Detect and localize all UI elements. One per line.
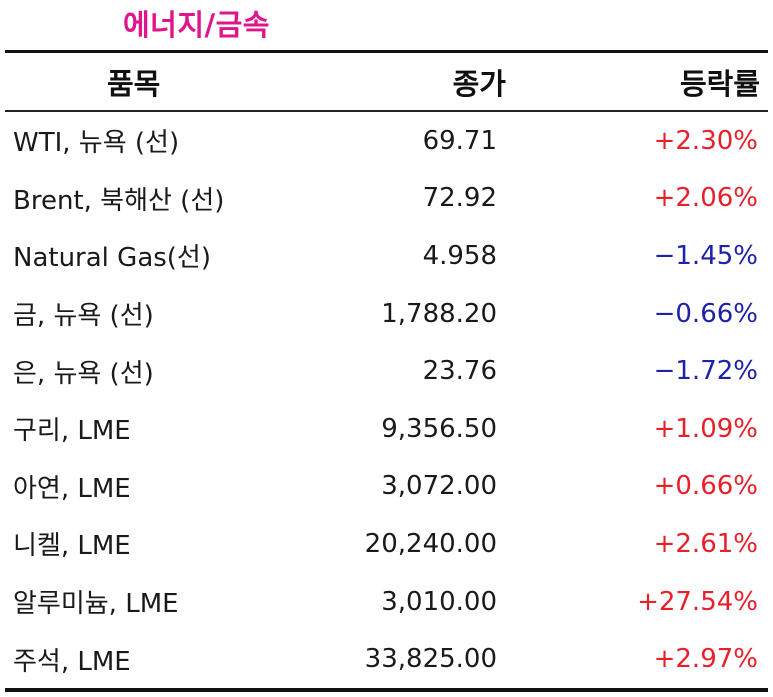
change-rate: +2.06% bbox=[653, 183, 758, 214]
change-rate: +2.97% bbox=[653, 644, 758, 675]
commodity-name: 금, 뉴욕 (선) bbox=[13, 301, 154, 332]
table-row: WTI, 뉴욕 (선) 69.71 +2.30% bbox=[5, 112, 768, 170]
change-rate: +1.09% bbox=[653, 413, 758, 444]
closing-price: 3,072.00 bbox=[381, 471, 497, 502]
table-header-row: 품목 종가 등락률 bbox=[5, 53, 768, 110]
table-top-rule bbox=[5, 50, 768, 53]
change-rate: −1.72% bbox=[653, 356, 758, 387]
commodity-name: 주석, LME bbox=[13, 646, 131, 677]
closing-price: 4.958 bbox=[422, 240, 497, 271]
header-name: 품목 bbox=[107, 66, 161, 101]
change-rate: +2.61% bbox=[653, 528, 758, 559]
table-row: 구리, LME 9,356.50 +1.09% bbox=[5, 400, 768, 458]
change-rate: −0.66% bbox=[653, 298, 758, 329]
table-row: 알루미늄, LME 3,010.00 +27.54% bbox=[5, 573, 768, 631]
commodity-name: 니켈, LME bbox=[13, 531, 131, 562]
commodity-name: WTI, 뉴욕 (선) bbox=[13, 128, 180, 159]
commodity-name: 은, 뉴욕 (선) bbox=[13, 358, 154, 389]
commodity-name: 알루미늄, LME bbox=[13, 589, 179, 620]
closing-price: 72.92 bbox=[422, 183, 497, 214]
table-row: 니켈, LME 20,240.00 +2.61% bbox=[5, 515, 768, 573]
commodity-name: Natural Gas(선) bbox=[13, 243, 211, 274]
table-row: 아연, LME 3,072.00 +0.66% bbox=[5, 458, 768, 516]
table-row: 주석, LME 33,825.00 +2.97% bbox=[5, 630, 768, 688]
table-row: Brent, 북해산 (선) 72.92 +2.06% bbox=[5, 170, 768, 228]
header-price: 종가 bbox=[452, 66, 506, 101]
table-row: Natural Gas(선) 4.958 −1.45% bbox=[5, 227, 768, 285]
closing-price: 1,788.20 bbox=[381, 298, 497, 329]
section-title: 에너지/금속 bbox=[123, 8, 270, 42]
table-row: 은, 뉴욕 (선) 23.76 −1.72% bbox=[5, 342, 768, 400]
closing-price: 33,825.00 bbox=[364, 644, 497, 675]
change-rate: −1.45% bbox=[653, 240, 758, 271]
table-bottom-rule bbox=[5, 687, 768, 692]
commodity-name: Brent, 북해산 (선) bbox=[13, 185, 225, 216]
header-change: 등락률 bbox=[679, 66, 760, 101]
closing-price: 23.76 bbox=[422, 356, 497, 387]
closing-price: 20,240.00 bbox=[364, 528, 497, 559]
commodity-name: 아연, LME bbox=[13, 473, 131, 504]
table-header-rule bbox=[5, 110, 768, 112]
closing-price: 3,010.00 bbox=[381, 586, 497, 617]
commodity-table: 품목 종가 등락률 WTI, 뉴욕 (선) 69.71 +2.30% Brent… bbox=[5, 50, 768, 692]
closing-price: 69.71 bbox=[422, 125, 497, 156]
commodity-name: 구리, LME bbox=[13, 416, 131, 447]
table-row: 금, 뉴욕 (선) 1,788.20 −0.66% bbox=[5, 285, 768, 343]
change-rate: +0.66% bbox=[653, 471, 758, 502]
change-rate: +2.30% bbox=[653, 125, 758, 156]
closing-price: 9,356.50 bbox=[381, 413, 497, 444]
change-rate: +27.54% bbox=[637, 586, 758, 617]
